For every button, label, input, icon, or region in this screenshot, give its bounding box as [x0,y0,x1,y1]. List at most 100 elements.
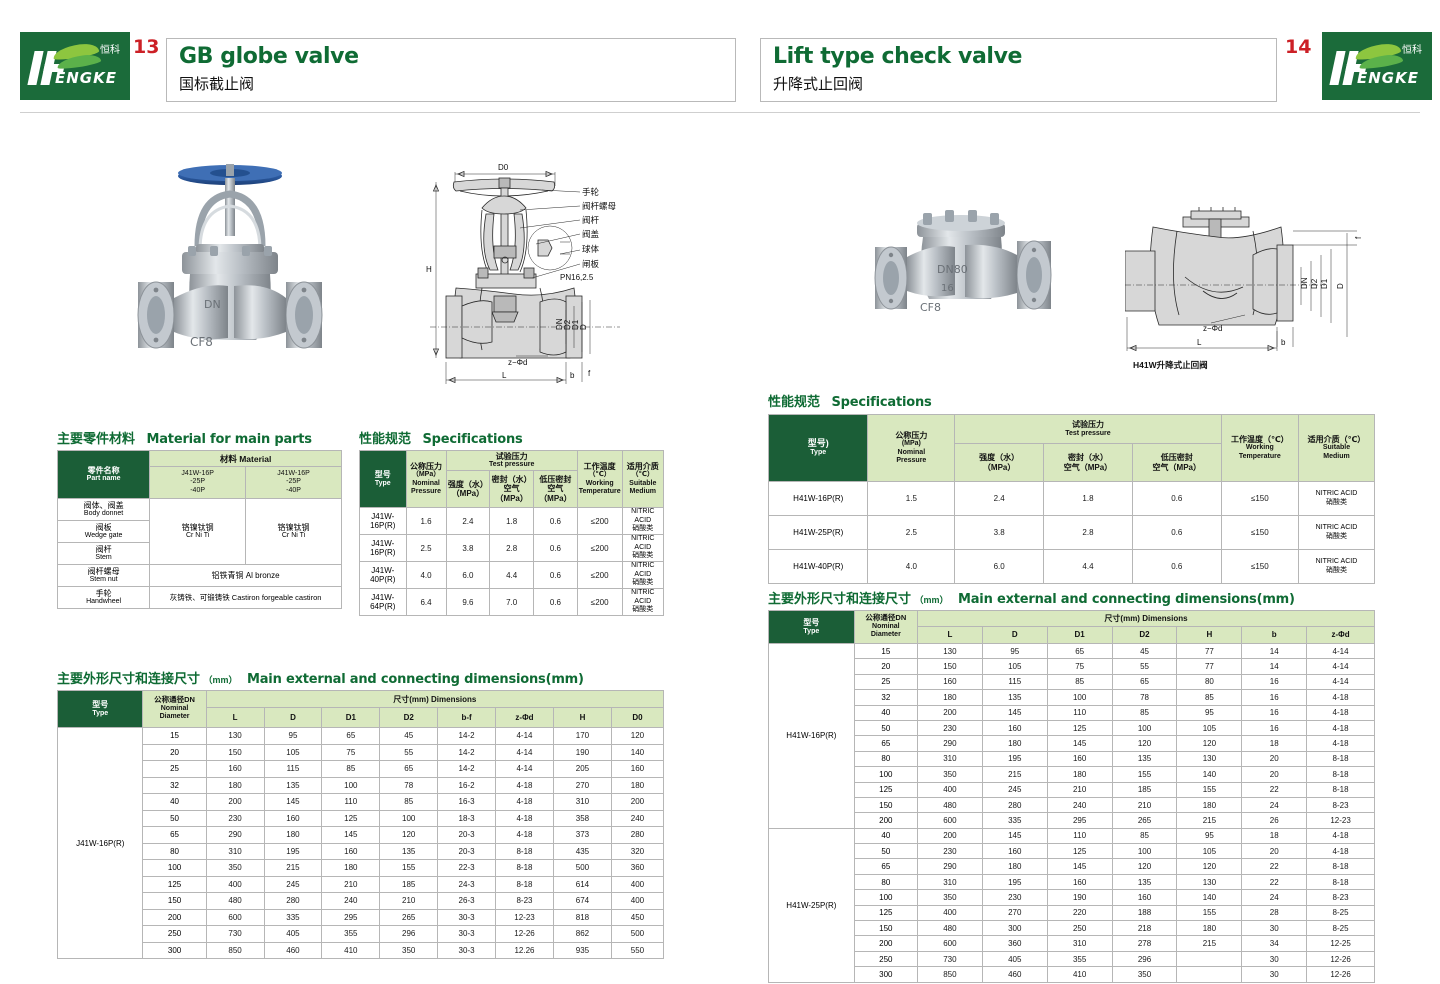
dims-value: 360 [610,859,665,877]
dims-value: 160 [205,760,265,778]
dims-value: 120 [379,826,439,844]
dims-value: 120 [1111,735,1178,752]
dims-value: 215 [981,766,1048,783]
dims-value: 180 [205,776,265,794]
left-specs-np-0: 1.6 [405,507,447,535]
dims-value: 150 [205,743,265,761]
dims-value: 95 [1176,827,1243,845]
dims-value: 180 [981,858,1048,875]
dims-value: 125 [1046,719,1113,737]
right-specs-col-medium: 适用介质（℃） Suitable Medium [1297,414,1376,482]
dims-dn: 20 [853,658,918,675]
dims-value: 935 [553,941,612,959]
dims-value: 818 [553,908,612,926]
svg-text:D2: D2 [1310,278,1319,289]
dims-dn: 250 [142,925,207,943]
dims-value: 230 [205,809,265,827]
material-part-stem: 阀杆 Stem [56,542,151,565]
dims-value: 110 [1046,827,1113,845]
svg-text:b: b [1281,338,1286,347]
right-specs-strength-0: 2.4 [954,481,1045,516]
left-specs-medium-2: NITRIC ACID 硝酸类 [621,561,665,589]
left-specs-col-nominal-pressure: 公称压力 （MPa） Nominal Pressure [405,450,447,508]
table-row: 150 480 280 240 210 180 24 8-23 [769,796,1375,814]
dims-dn: 50 [853,719,918,737]
left-specs-np-1: 2.5 [405,534,447,562]
table-row: 20 150 105 75 55 14-2 4-14 190 140 [58,743,665,761]
dims-value: 4-18 [1306,827,1375,845]
dims-value: 22 [1241,873,1308,891]
dims-value: 130 [916,642,983,660]
right-specs-col-type: 型号) Type [767,414,869,482]
dims-value: 460 [263,941,323,959]
dims-value: 180 [1046,766,1113,783]
dims-value: 95 [263,727,323,745]
right-dims-col-zd: z-Φd [1306,625,1375,645]
dims-value: 290 [916,858,983,875]
dims-value: 614 [553,875,612,893]
page-title-en-left: GB globe valve [179,44,359,69]
right-specs-seal-1: 2.8 [1043,515,1133,550]
dims-value: 155 [379,859,439,877]
left-specs-section-title: 性能规范 Specifications [359,428,523,447]
dims-value: 290 [205,826,265,844]
dims-dn: 250 [853,950,918,968]
dims-value: 105 [263,743,323,761]
dims-dn: 200 [853,812,918,829]
table-row: 65 290 180 145 120 120 22 8-18 [769,858,1375,875]
dims-value: 135 [1111,750,1178,768]
dims-dn: 150 [853,920,918,937]
drawing-label-gate: 闸板 [582,259,600,269]
svg-text:CF8: CF8 [920,301,941,314]
dims-value: 4-14 [1306,642,1375,660]
right-specs-type-1: H41W-25P(R) [767,515,869,550]
dims-value: 310 [205,842,265,860]
left-dims-col-type: 型号 Type [56,690,144,728]
dims-value: 22-3 [437,859,496,877]
left-specs-temp-3: ≤200 [576,588,623,616]
dims-dn: 300 [853,966,918,983]
dims-value: 20-3 [437,842,496,860]
dims-value: 8-18 [494,842,555,860]
dims-dn: 150 [853,796,918,814]
table-row: J41W-40P(R) 4.0 6.0 4.4 0.6 ≤200 NITRIC … [359,561,665,589]
dims-value: 95 [981,642,1048,660]
table-row: 20 150 105 75 55 77 14 4-14 [769,658,1375,675]
dims-value: 500 [553,859,612,877]
left-specs-seal-3: 7.0 [489,588,535,616]
dims-dn: 80 [142,842,207,860]
left-specs-table: 型号 Type 公称压力 （MPa） Nominal Pressure 试验压力… [359,450,665,616]
dims-value: 8-18 [494,859,555,877]
dims-value: 155 [1176,904,1243,922]
svg-text:L: L [1197,338,1202,347]
dims-value: 160 [1046,750,1113,768]
dims-dn: 125 [142,875,207,893]
dims-value: 8-25 [1306,920,1375,937]
dims-value: 8-18 [1306,750,1375,768]
material-part-body: 阀体、阀盖 Body donnet [56,498,151,521]
material-col-part: 零件名称 Part name [56,450,151,499]
left-specs-title-cn: 性能规范 [359,431,412,446]
dims-value: 55 [1111,658,1178,675]
dims-value: 125 [1046,843,1113,860]
dims-value: 135 [981,689,1048,706]
dims-value: 100 [379,809,439,827]
drawing-label-stem: 阀杆 [582,215,600,225]
dims-value: 77 [1176,658,1243,675]
right-specs-strength-2: 6.0 [954,549,1045,584]
drawing-label-handwheel: 手轮 [582,187,600,197]
left-specs-lowp-0: 0.6 [533,507,578,535]
table-row: J41W-16P(R) 1.6 2.4 1.8 0.6 ≤200 NITRIC … [359,507,665,535]
right-dims-col-D2: D2 [1111,625,1178,645]
dims-value: 270 [981,904,1048,922]
dims-value: 730 [205,925,265,943]
page-number-right: 14 [1285,36,1312,58]
dims-value: 115 [263,760,323,778]
dims-value: 295 [321,908,381,926]
dims-value: 145 [263,793,323,811]
dims-value: 105 [981,658,1048,675]
dims-value: 100 [321,776,381,794]
right-specs-temp-0: ≤150 [1220,481,1299,516]
dims-dn: 65 [853,735,918,752]
dims-value: 296 [379,925,439,943]
